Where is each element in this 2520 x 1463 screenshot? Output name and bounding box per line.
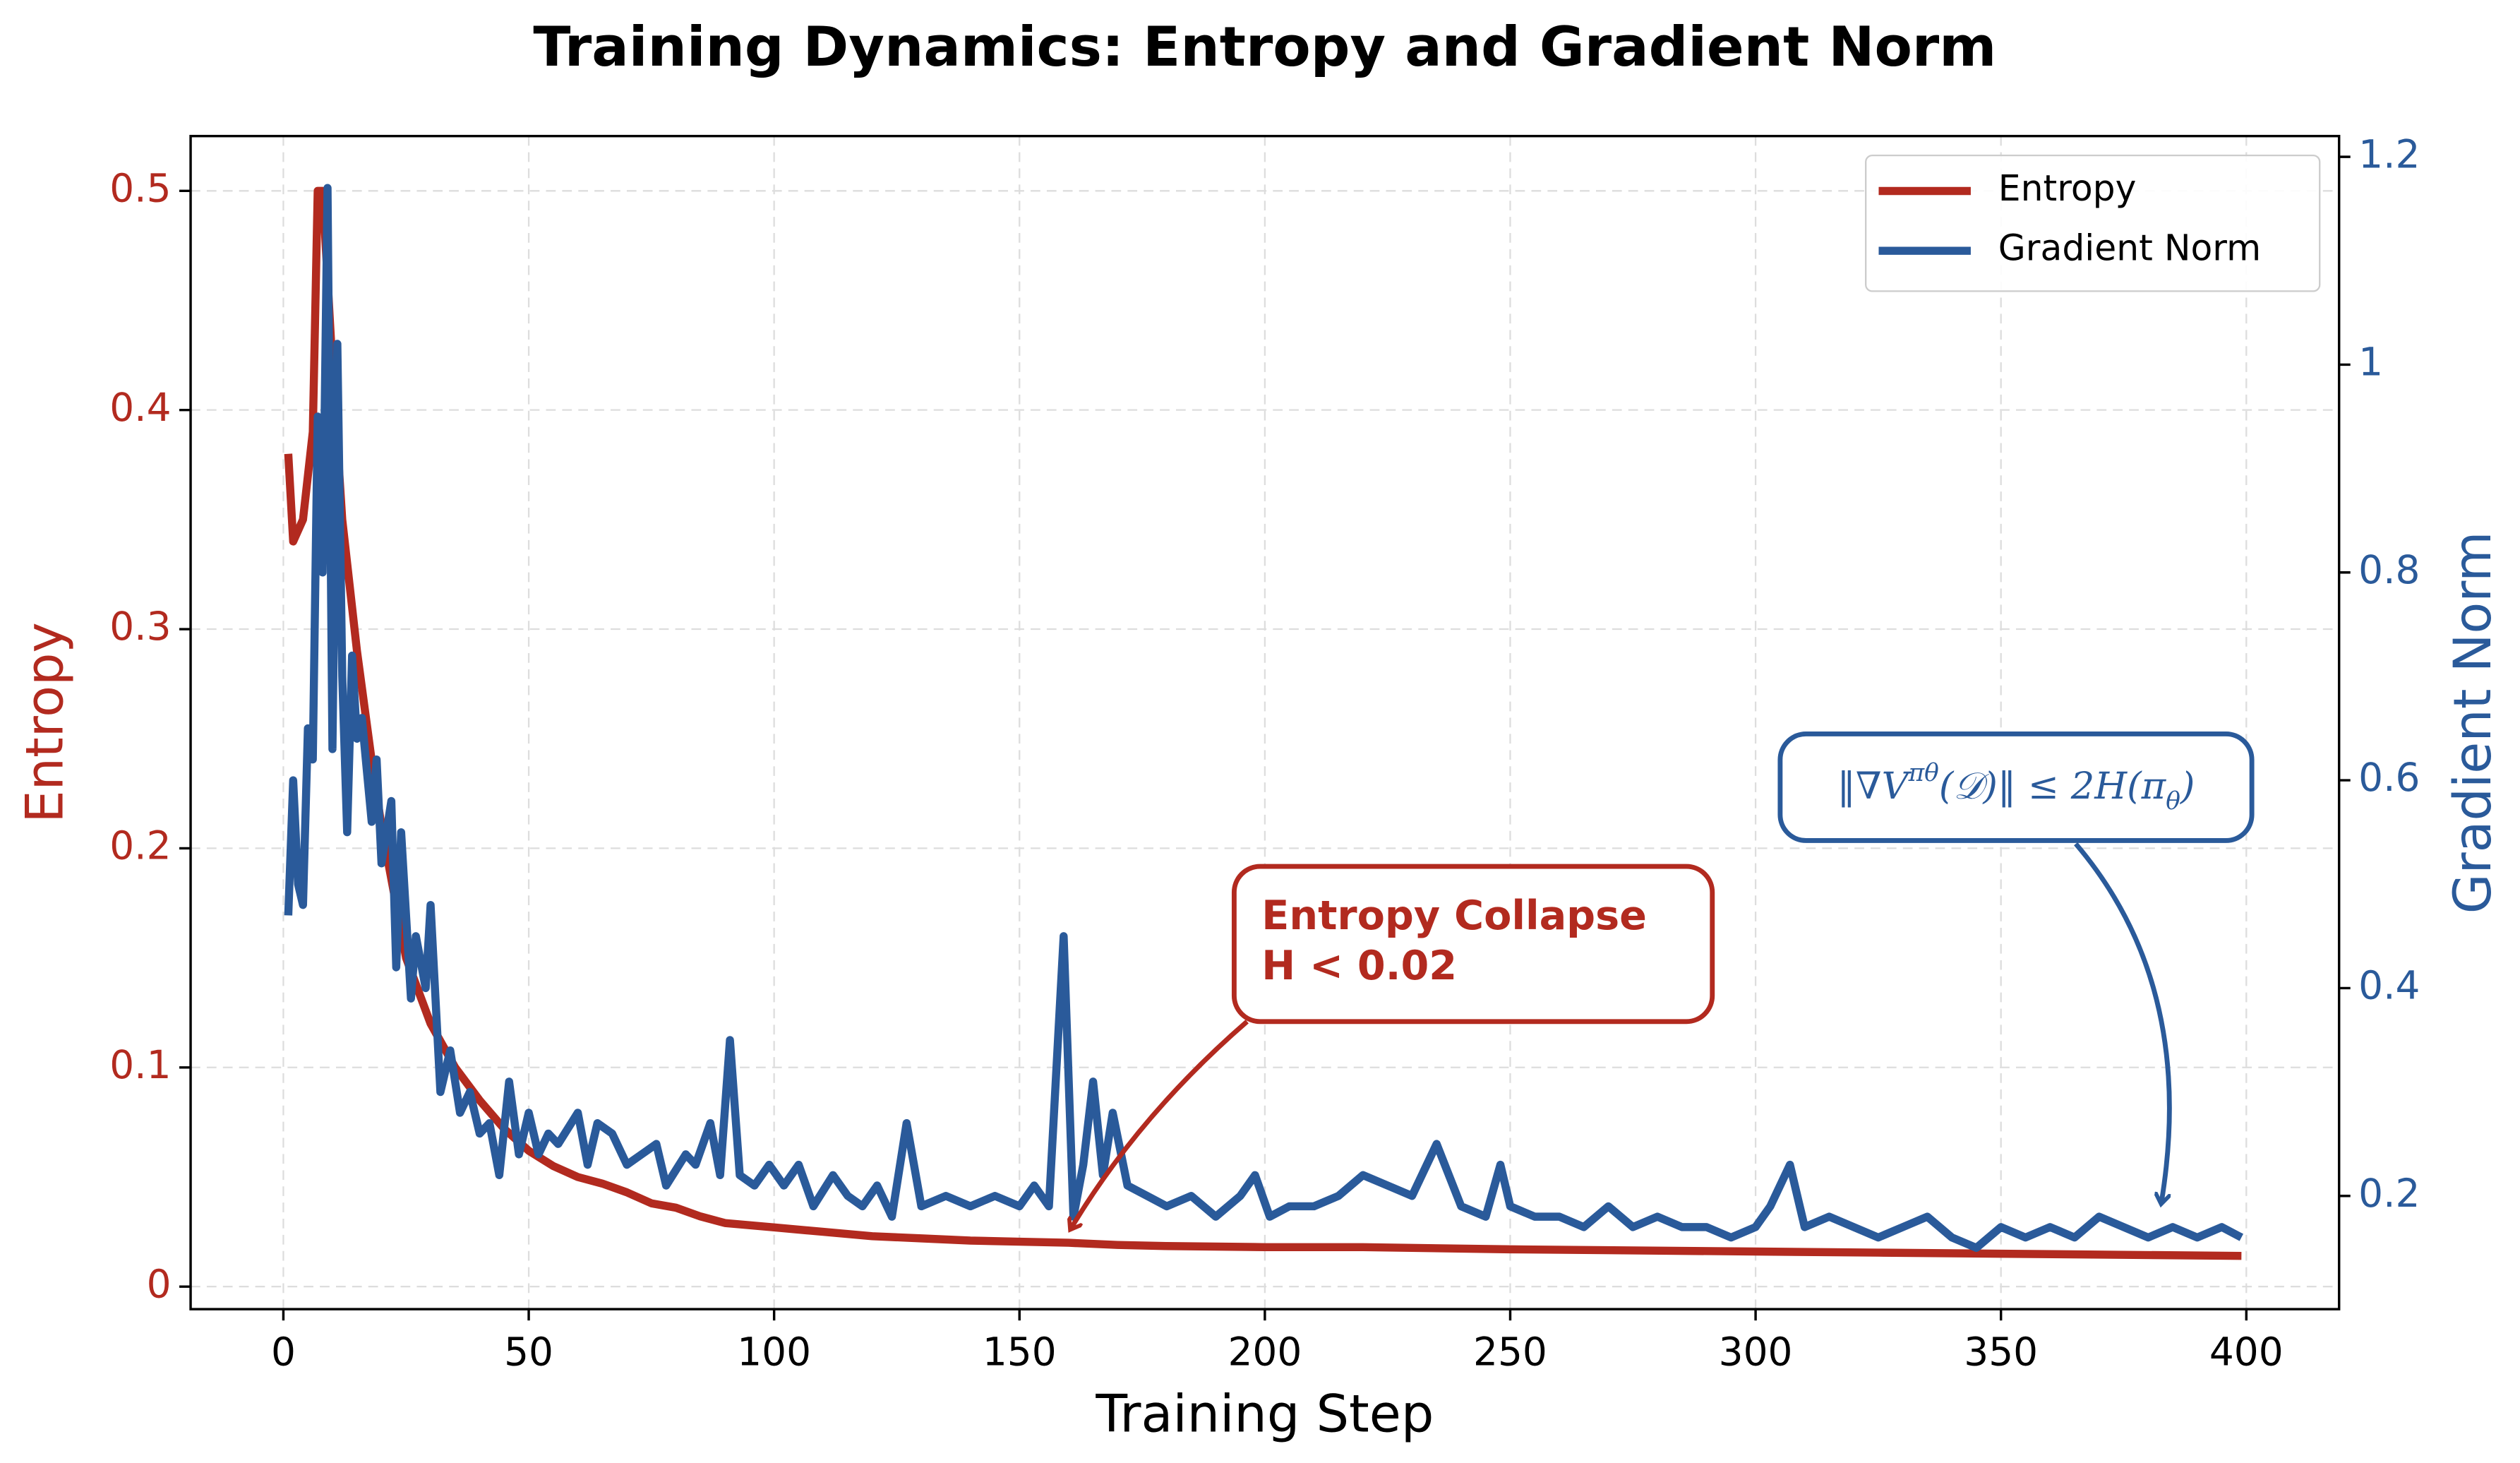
x-tick-label: 150 xyxy=(983,1329,1057,1374)
y2-axis-label: Gradient Norm xyxy=(2443,532,2503,914)
y2-tick-label: 1 xyxy=(2358,340,2383,385)
x-tick-label: 0 xyxy=(271,1329,296,1374)
y-tick-label: 0.1 xyxy=(109,1042,171,1087)
x-tick-label: 250 xyxy=(1473,1329,1547,1374)
annotation-text: H < 0.02 xyxy=(1261,943,1457,989)
formula-part: πθ xyxy=(1908,759,1940,787)
formula-part: ‖∇V xyxy=(1837,765,1912,808)
x-tick-label: 400 xyxy=(2209,1329,2284,1374)
y2-tick-label: 0.6 xyxy=(2358,755,2420,800)
y-tick-label: 0.4 xyxy=(109,385,171,430)
legend-box xyxy=(1865,155,2321,292)
y2-tick-label: 1.2 xyxy=(2358,131,2420,177)
y-tick-label: 0 xyxy=(147,1261,172,1306)
formula-part: (𝒟)‖ ≤ 2H(π xyxy=(1939,765,2167,808)
annotation-entropy: Entropy Collapse H < 0.02 xyxy=(1071,864,1715,1229)
chart-title: Training Dynamics: Entropy and Gradient … xyxy=(533,16,1996,79)
ticks: 0 50 100 150 200 250 300 350 400 0 0.1 0.2 0.3 0.4 0.5… xyxy=(109,131,2420,1374)
formula-part: θ xyxy=(2166,787,2180,816)
y2-tick-label: 0.4 xyxy=(2358,963,2420,1008)
x-tick-label: 300 xyxy=(1719,1329,1793,1374)
legend-label: Entropy xyxy=(1998,167,2137,209)
y-axis-label: Entropy xyxy=(16,622,76,823)
plot-lines xyxy=(284,184,2244,1260)
y2-tick-label: 0.2 xyxy=(2358,1171,2420,1216)
annotation-arrow xyxy=(2074,842,2172,1202)
legend-label: Gradient Norm xyxy=(1998,227,2261,269)
legend: Entropy Gradient Norm xyxy=(1865,155,2321,292)
annotation-bound: ‖∇Vπθ(𝒟)‖ ≤ 2H(πθ) xyxy=(1777,731,2255,1202)
y2-tick-label: 0.8 xyxy=(2358,547,2420,592)
x-tick-label: 50 xyxy=(504,1329,553,1374)
x-tick-label: 350 xyxy=(1964,1329,2038,1374)
x-axis-label: Training Step xyxy=(1095,1384,1434,1444)
grid xyxy=(191,136,2339,1310)
y-tick-label: 0.2 xyxy=(109,823,171,868)
annotation-arrow xyxy=(1071,1020,1249,1229)
x-tick-label: 100 xyxy=(737,1329,811,1374)
annotation-text: Entropy Collapse xyxy=(1261,892,1647,939)
annotation-box xyxy=(1231,864,1715,1025)
series-line xyxy=(284,184,2244,1253)
x-tick-label: 200 xyxy=(1228,1329,1302,1374)
y-tick-label: 0.5 xyxy=(109,165,171,210)
annotation-formula: ‖∇Vπθ(𝒟)‖ ≤ 2H(πθ) xyxy=(1837,759,2195,816)
formula-part: ) xyxy=(2180,765,2195,808)
annotation-box xyxy=(1777,731,2255,843)
y-tick-label: 0.3 xyxy=(109,604,171,649)
